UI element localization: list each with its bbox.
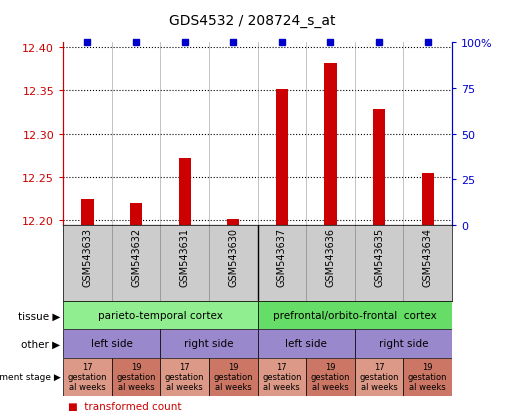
Text: development stage ▶: development stage ▶	[0, 372, 61, 381]
Bar	[161, 358, 209, 396]
Bar	[81, 200, 93, 225]
Bar	[306, 358, 355, 396]
Bar	[63, 358, 112, 396]
Bar	[227, 219, 239, 225]
Text: prefrontal/orbito-frontal  cortex: prefrontal/orbito-frontal cortex	[273, 311, 437, 320]
Bar	[324, 64, 336, 225]
Bar	[258, 301, 452, 330]
Text: 17
gestation
al weeks: 17 gestation al weeks	[360, 362, 399, 392]
Bar	[63, 330, 161, 358]
Text: 19
gestation
al weeks: 19 gestation al weeks	[408, 362, 447, 392]
Text: 17
gestation
al weeks: 17 gestation al weeks	[262, 362, 301, 392]
Text: left side: left side	[91, 339, 133, 349]
Bar	[355, 330, 452, 358]
Bar	[63, 301, 258, 330]
Bar	[179, 159, 191, 225]
Bar	[422, 174, 434, 225]
Bar	[161, 330, 258, 358]
Text: 19
gestation
al weeks: 19 gestation al weeks	[116, 362, 156, 392]
Text: GSM543637: GSM543637	[277, 228, 287, 286]
Text: GSM543636: GSM543636	[325, 228, 335, 286]
Text: 19
gestation
al weeks: 19 gestation al weeks	[311, 362, 350, 392]
Text: ■  transformed count: ■ transformed count	[68, 401, 182, 411]
Text: GSM543632: GSM543632	[131, 228, 141, 286]
Text: right side: right side	[184, 339, 234, 349]
Bar	[258, 330, 355, 358]
Text: GSM543631: GSM543631	[180, 228, 190, 286]
Text: 17
gestation
al weeks: 17 gestation al weeks	[68, 362, 107, 392]
Text: 17
gestation
al weeks: 17 gestation al weeks	[165, 362, 205, 392]
Text: GDS4532 / 208724_s_at: GDS4532 / 208724_s_at	[169, 14, 336, 28]
Bar	[130, 204, 142, 225]
Text: GSM543630: GSM543630	[228, 228, 238, 286]
Text: left side: left side	[285, 339, 327, 349]
Text: right side: right side	[379, 339, 428, 349]
Bar	[258, 358, 306, 396]
Text: tissue ▶: tissue ▶	[18, 311, 61, 320]
Bar	[209, 358, 258, 396]
Text: GSM543633: GSM543633	[82, 228, 92, 286]
Bar	[373, 110, 385, 225]
Text: parieto-temporal cortex: parieto-temporal cortex	[98, 311, 223, 320]
Bar	[112, 358, 161, 396]
Bar	[276, 90, 288, 225]
Text: GSM543634: GSM543634	[423, 228, 433, 286]
Bar	[403, 358, 452, 396]
Text: other ▶: other ▶	[22, 339, 61, 349]
Text: GSM543635: GSM543635	[374, 228, 384, 286]
Bar	[355, 358, 403, 396]
Text: 19
gestation
al weeks: 19 gestation al weeks	[214, 362, 253, 392]
